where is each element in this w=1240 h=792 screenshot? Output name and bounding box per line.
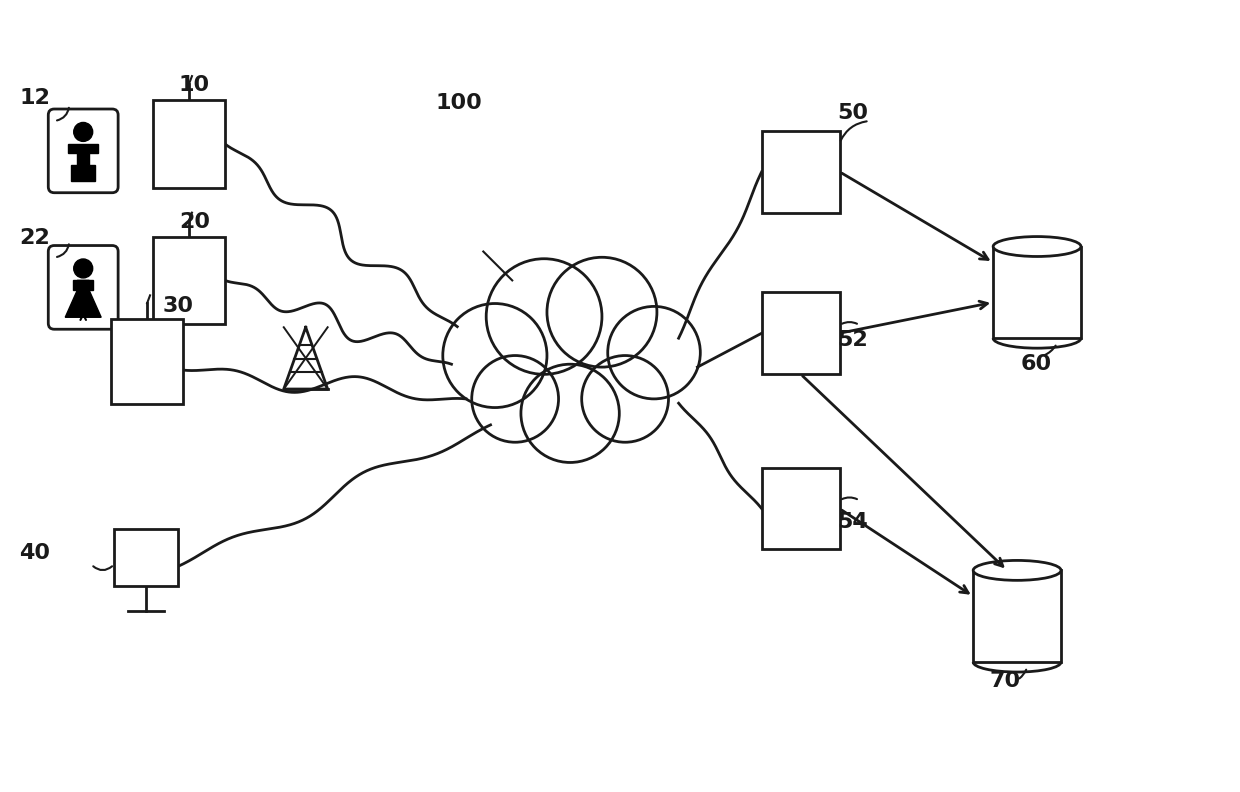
Bar — [761, 292, 839, 374]
Polygon shape — [68, 144, 98, 181]
Bar — [153, 100, 224, 188]
Circle shape — [608, 307, 701, 399]
FancyBboxPatch shape — [48, 109, 118, 192]
Text: 10: 10 — [179, 75, 210, 95]
Circle shape — [521, 364, 619, 463]
Circle shape — [582, 356, 668, 442]
Text: 60: 60 — [1021, 354, 1053, 374]
Circle shape — [547, 257, 657, 367]
Circle shape — [486, 259, 601, 375]
Ellipse shape — [973, 561, 1061, 581]
Text: 70: 70 — [990, 671, 1021, 691]
Text: 50: 50 — [837, 103, 868, 123]
Text: 30: 30 — [162, 296, 193, 316]
Ellipse shape — [993, 237, 1081, 257]
Bar — [973, 570, 1061, 662]
Text: 12: 12 — [20, 88, 51, 108]
Bar — [153, 237, 224, 324]
Polygon shape — [66, 280, 102, 318]
Circle shape — [471, 356, 558, 442]
Text: 52: 52 — [837, 330, 868, 350]
Circle shape — [497, 287, 642, 432]
Text: 20: 20 — [179, 211, 210, 231]
Text: 100: 100 — [435, 93, 482, 113]
Bar — [112, 319, 184, 404]
Bar — [761, 468, 839, 550]
Text: 22: 22 — [20, 227, 50, 248]
Bar — [993, 246, 1081, 338]
Circle shape — [73, 259, 93, 278]
Bar — [761, 131, 839, 212]
Bar — [114, 528, 179, 586]
Text: 54: 54 — [837, 512, 868, 531]
Polygon shape — [73, 280, 93, 291]
Text: 40: 40 — [20, 543, 51, 563]
Circle shape — [443, 303, 547, 408]
FancyBboxPatch shape — [48, 246, 118, 329]
Circle shape — [73, 123, 93, 142]
